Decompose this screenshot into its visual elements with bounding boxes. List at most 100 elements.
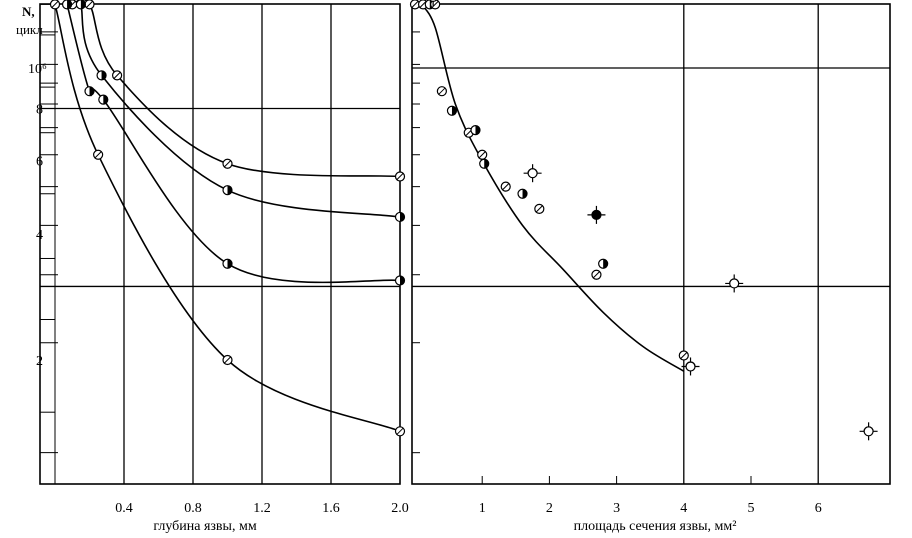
left-data-point bbox=[222, 354, 233, 366]
left-data-point-fill bbox=[80, 0, 86, 9]
right-panel: 1 2 3 4 5 6 bbox=[409, 0, 891, 516]
right-data-point-slash bbox=[478, 151, 486, 159]
left-data-point-fill bbox=[227, 259, 232, 269]
left-data-point-fill bbox=[400, 275, 405, 285]
right-data-point-slash bbox=[680, 352, 688, 359]
right-x-tick-label: 2 bbox=[546, 501, 553, 516]
left-data-point bbox=[98, 94, 109, 105]
left-data-point bbox=[84, 0, 95, 10]
left-data-point bbox=[61, 0, 73, 10]
right-data-point bbox=[470, 125, 481, 136]
left-x-tick-label: 0.8 bbox=[184, 501, 202, 516]
right-data-point-half bbox=[729, 278, 740, 284]
y-tick-label: 2 bbox=[36, 354, 43, 369]
left-data-point bbox=[222, 158, 233, 169]
right-data-point-half bbox=[685, 361, 696, 367]
left-x-axis-label: глубина язвы, мм bbox=[153, 519, 257, 534]
right-trend-curve bbox=[421, 3, 685, 372]
right-data-point-ring bbox=[591, 209, 602, 221]
left-frame bbox=[39, 3, 401, 485]
right-data-point bbox=[725, 274, 744, 293]
right-data-point-slash bbox=[502, 183, 510, 190]
right-data-point bbox=[477, 149, 488, 160]
right-data-point-fill bbox=[522, 189, 528, 199]
left-data-point bbox=[75, 0, 86, 10]
right-x-axis-label: площадь сечения язвы, мм² bbox=[574, 519, 737, 534]
right-x-tick-label: 6 bbox=[815, 501, 822, 516]
left-data-point bbox=[222, 258, 233, 269]
right-data-point-slash bbox=[438, 87, 446, 95]
right-x-tick-label: 5 bbox=[748, 501, 755, 516]
left-data-point-slash bbox=[224, 356, 231, 364]
y-tick-label: 4 bbox=[36, 228, 43, 243]
left-data-point bbox=[222, 185, 233, 196]
left-data-point-slash bbox=[396, 173, 404, 180]
left-panel: 10⁶ 8 6 4 2 0.4 0.8 1.2 1.6 2.0 bbox=[28, 0, 409, 516]
right-data-point bbox=[859, 422, 878, 441]
left-data-point-slash bbox=[94, 151, 102, 159]
right-data-point-fill bbox=[475, 125, 480, 135]
left-data-point bbox=[394, 426, 406, 437]
y-tick-label: 10⁶ bbox=[28, 62, 47, 77]
right-data-point-half bbox=[863, 426, 874, 432]
right-data-point bbox=[534, 203, 545, 214]
right-x-tick-label: 1 bbox=[479, 501, 486, 516]
right-data-point-fill bbox=[451, 106, 457, 116]
right-data-point-slash bbox=[535, 205, 543, 213]
left-data-point-slash bbox=[86, 1, 93, 8]
left-data-point-slash bbox=[224, 160, 231, 168]
left-x-tick-label: 0.4 bbox=[115, 501, 133, 516]
right-x-tick-label: 4 bbox=[680, 501, 687, 516]
right-data-point bbox=[517, 188, 528, 199]
right-data-point-fill bbox=[484, 159, 489, 169]
left-data-point-fill bbox=[400, 212, 405, 222]
left-curve-3 bbox=[66, 4, 401, 284]
right-data-point-half bbox=[527, 168, 538, 174]
y-axis-label-line1: N, bbox=[22, 4, 35, 19]
left-curve-4 bbox=[54, 4, 401, 433]
right-data-point bbox=[429, 0, 438, 6]
right-data-point bbox=[446, 105, 458, 116]
left-x-tick-label: 1.6 bbox=[322, 501, 340, 516]
right-data-point bbox=[598, 258, 609, 269]
left-data-point-slash bbox=[51, 1, 59, 8]
right-data-point-ring bbox=[429, 0, 438, 2]
left-data-point bbox=[394, 211, 406, 223]
left-data-point bbox=[49, 0, 61, 10]
right-data-point bbox=[523, 164, 542, 183]
left-curve-2 bbox=[80, 4, 401, 218]
left-curve-1 bbox=[72, 0, 401, 178]
left-data-point-fill bbox=[89, 86, 94, 96]
right-data-point bbox=[436, 86, 447, 97]
left-data-point bbox=[394, 275, 406, 286]
left-data-point-slash bbox=[396, 427, 404, 435]
left-data-point-fill bbox=[227, 185, 232, 195]
left-data-point bbox=[394, 171, 406, 182]
right-data-point-fill bbox=[603, 259, 608, 269]
right-data-point bbox=[681, 357, 700, 376]
y-tick-label: 8 bbox=[36, 102, 43, 117]
left-data-point-slash bbox=[113, 72, 121, 79]
left-data-point-fill bbox=[103, 95, 108, 105]
y-axis-label-line2: цикл bbox=[16, 22, 43, 37]
left-data-point-fill bbox=[101, 70, 107, 80]
left-data-point bbox=[96, 70, 107, 81]
left-data-point bbox=[84, 86, 95, 97]
right-x-tick-label: 3 bbox=[613, 501, 620, 516]
left-x-tick-label: 1.2 bbox=[253, 501, 271, 516]
left-data-point-fill bbox=[67, 0, 72, 9]
left-data-point bbox=[93, 149, 104, 160]
right-data-point bbox=[678, 350, 689, 361]
y-tick-label: 6 bbox=[36, 155, 43, 170]
right-data-point-slash bbox=[419, 1, 427, 8]
right-data-point bbox=[587, 205, 606, 224]
right-data-point-slash bbox=[593, 271, 600, 279]
left-x-tick-label: 2.0 bbox=[391, 501, 409, 516]
left-data-point bbox=[111, 70, 123, 81]
right-data-point bbox=[500, 181, 511, 192]
right-data-point-slash bbox=[431, 1, 439, 8]
right-data-point bbox=[591, 269, 602, 280]
right-data-point bbox=[479, 158, 490, 169]
right-frame bbox=[411, 3, 891, 485]
